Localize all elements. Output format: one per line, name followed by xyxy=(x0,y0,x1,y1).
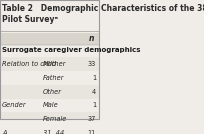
Text: Male: Male xyxy=(43,102,58,108)
Text: Mother: Mother xyxy=(43,61,66,67)
FancyBboxPatch shape xyxy=(0,0,99,31)
FancyBboxPatch shape xyxy=(0,98,99,112)
Text: Table 2   Demographic Characteristics of the 38 Surrogate C
Pilot Surveyᵃ: Table 2 Demographic Characteristics of t… xyxy=(2,4,204,24)
Text: A... ...: A... ... xyxy=(2,130,21,134)
FancyBboxPatch shape xyxy=(0,71,99,85)
Text: n: n xyxy=(89,34,94,43)
FancyBboxPatch shape xyxy=(0,45,99,57)
Text: 33: 33 xyxy=(88,61,96,67)
Text: 1: 1 xyxy=(92,102,96,108)
FancyBboxPatch shape xyxy=(0,85,99,98)
FancyBboxPatch shape xyxy=(0,33,99,45)
Text: Father: Father xyxy=(43,75,64,81)
Text: 4: 4 xyxy=(92,89,96,95)
FancyBboxPatch shape xyxy=(0,112,99,126)
Text: Female: Female xyxy=(43,116,67,122)
Text: Surrogate caregiver demographics: Surrogate caregiver demographics xyxy=(2,47,141,53)
Text: 37: 37 xyxy=(88,116,96,122)
Text: Relation to child: Relation to child xyxy=(2,61,56,67)
Text: 11: 11 xyxy=(88,130,96,134)
FancyBboxPatch shape xyxy=(0,126,99,134)
Text: Other: Other xyxy=(43,89,62,95)
Text: 31  44: 31 44 xyxy=(43,130,64,134)
Text: 1: 1 xyxy=(92,75,96,81)
Text: Gender: Gender xyxy=(2,102,27,108)
FancyBboxPatch shape xyxy=(0,57,99,71)
